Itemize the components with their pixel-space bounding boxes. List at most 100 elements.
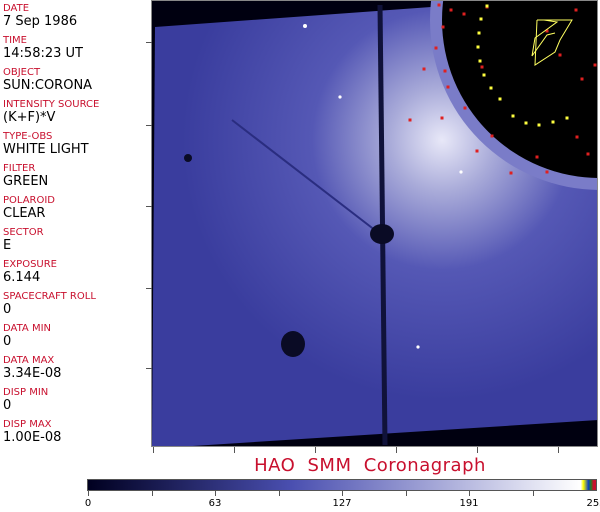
field-label: TIME bbox=[3, 35, 28, 46]
axis-tick bbox=[146, 42, 152, 43]
grid-marker-red bbox=[545, 29, 549, 33]
grid-marker-yellow bbox=[478, 59, 482, 63]
grid-marker-yellow bbox=[524, 121, 528, 125]
grid-marker-red bbox=[575, 135, 579, 139]
field-value: 3.34E-08 bbox=[3, 366, 62, 381]
field-exposure: EXPOSURE 6.144 bbox=[3, 259, 57, 285]
grid-marker-red bbox=[408, 118, 412, 122]
field-filter: FILTER GREEN bbox=[3, 163, 48, 189]
dark-spot bbox=[184, 154, 192, 162]
colorbar-tick-label: 63 bbox=[208, 498, 222, 509]
field-data-min: DATA MIN 0 bbox=[3, 323, 51, 349]
axis-tick bbox=[558, 447, 559, 453]
sun-orientation-marker-outline bbox=[534, 19, 573, 66]
axis-tick bbox=[146, 288, 152, 289]
grid-marker-red bbox=[545, 170, 549, 174]
field-label: SECTOR bbox=[3, 227, 44, 238]
bright-point bbox=[338, 95, 342, 99]
colorbar-tick bbox=[278, 491, 280, 496]
axis-tick bbox=[477, 447, 478, 453]
grid-marker-red bbox=[437, 3, 441, 7]
grid-marker-red bbox=[580, 77, 584, 81]
grid-marker-red bbox=[446, 85, 450, 89]
bright-point bbox=[416, 345, 420, 349]
grid-marker-red bbox=[422, 67, 426, 71]
axis-tick bbox=[153, 447, 154, 453]
grid-marker-red bbox=[475, 149, 479, 153]
grid-marker-red bbox=[586, 152, 590, 156]
axis-tick bbox=[146, 125, 152, 126]
axis-tick bbox=[396, 447, 397, 453]
field-value: WHITE LIGHT bbox=[3, 142, 89, 157]
grid-marker-yellow bbox=[489, 86, 493, 90]
field-label: FILTER bbox=[3, 163, 36, 174]
field-label: DISP MIN bbox=[3, 387, 49, 398]
grid-marker-red bbox=[593, 63, 597, 67]
field-value: GREEN bbox=[3, 174, 49, 189]
field-label: DATA MIN bbox=[3, 323, 51, 334]
pylon-shadow-streak bbox=[231, 119, 381, 235]
grid-marker-yellow bbox=[482, 73, 486, 77]
colorbar-tick-label: 0 bbox=[84, 498, 92, 509]
grid-marker-red bbox=[449, 8, 453, 12]
colorbar-tick bbox=[405, 491, 407, 496]
field-value: SUN:CORONA bbox=[3, 78, 93, 93]
field-value: 1.00E-08 bbox=[3, 430, 62, 445]
dark-spot bbox=[370, 224, 394, 244]
field-label: INTENSITY SOURCE bbox=[3, 99, 100, 110]
plot-title: HAO SMM Coronagraph bbox=[254, 455, 486, 476]
axis-tick bbox=[315, 447, 316, 453]
field-data-max: DATA MAX 3.34E-08 bbox=[3, 355, 61, 381]
header-info-panel: DATE 7 Sep 1986 TIME 14:58:23 UT OBJECT SUN:C… bbox=[0, 0, 152, 447]
field-label: POLAROID bbox=[3, 195, 56, 206]
grid-marker-yellow bbox=[485, 4, 489, 8]
bright-point bbox=[459, 170, 463, 174]
field-value: 0 bbox=[3, 302, 12, 317]
bright-point bbox=[303, 24, 307, 28]
field-value: (K+F)*V bbox=[3, 110, 56, 125]
coronagraph-image bbox=[152, 0, 598, 447]
grid-marker-yellow bbox=[476, 45, 480, 49]
grid-marker-yellow bbox=[537, 123, 541, 127]
field-label: EXPOSURE bbox=[3, 259, 58, 270]
field-label: TYPE-OBS bbox=[3, 131, 53, 142]
field-object: OBJECT SUN:CORONA bbox=[3, 67, 92, 93]
field-label: DATA MAX bbox=[3, 355, 55, 366]
colorbar-tick bbox=[532, 491, 534, 496]
field-polaroid: POLAROID CLEAR bbox=[3, 195, 55, 221]
grid-marker-red bbox=[574, 8, 578, 12]
grid-marker-red bbox=[434, 46, 438, 50]
field-spacecraft-roll: SPACECRAFT ROLL 0 bbox=[3, 291, 96, 317]
grid-marker-red bbox=[509, 171, 513, 175]
field-value: 7 Sep 1986 bbox=[3, 14, 78, 29]
colorbar-tick bbox=[215, 491, 216, 496]
field-value: 0 bbox=[3, 334, 12, 349]
axis-tick bbox=[234, 447, 235, 453]
field-value: 0 bbox=[3, 398, 12, 413]
grid-marker-yellow bbox=[479, 17, 483, 21]
colorbar-tick bbox=[151, 491, 153, 496]
field-value: E bbox=[3, 238, 12, 253]
grid-marker-red bbox=[440, 116, 444, 120]
grid-marker-red bbox=[443, 69, 447, 73]
grid-markers bbox=[408, 3, 597, 175]
grid-marker-yellow bbox=[565, 116, 569, 120]
axis-tick bbox=[146, 206, 152, 207]
grid-marker-red bbox=[441, 25, 445, 29]
colorbar-tick bbox=[469, 491, 470, 496]
field-intensity-source: INTENSITY SOURCE (K+F)*V bbox=[3, 99, 99, 125]
grid-marker-red bbox=[490, 134, 494, 138]
field-value: 6.144 bbox=[3, 270, 41, 285]
grid-marker-yellow bbox=[551, 120, 555, 124]
colorbar-tick bbox=[342, 491, 343, 496]
axis-tick bbox=[146, 368, 152, 369]
field-disp-max: DISP MAX 1.00E-08 bbox=[3, 419, 61, 445]
dark-spot bbox=[281, 331, 305, 357]
field-label: SPACECRAFT ROLL bbox=[3, 291, 96, 302]
field-disp-min: DISP MIN 0 bbox=[3, 387, 48, 413]
grid-marker-yellow bbox=[498, 97, 502, 101]
occulting-disk bbox=[442, 0, 598, 178]
colorbar bbox=[87, 479, 597, 491]
field-time: TIME 14:58:23 UT bbox=[3, 35, 83, 61]
grid-marker-yellow bbox=[511, 114, 515, 118]
